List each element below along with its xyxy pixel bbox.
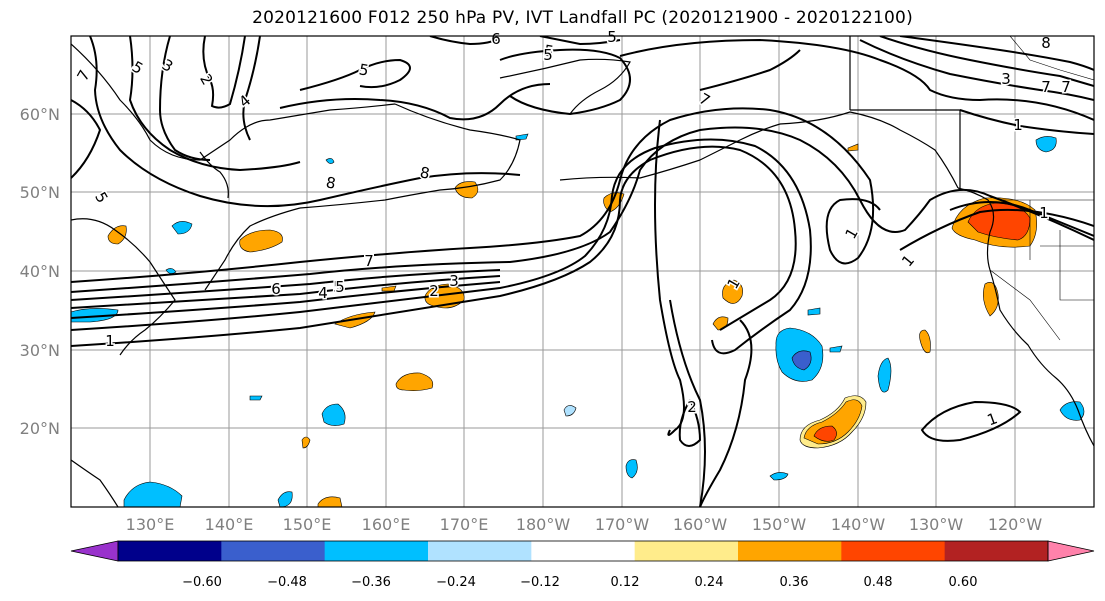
map-border bbox=[70, 35, 1095, 508]
colorbar-segment bbox=[944, 541, 1049, 561]
lon-label: 140°W bbox=[831, 515, 886, 534]
colorbar-tick-label: 0.12 bbox=[611, 575, 640, 590]
contour-label: 4 bbox=[318, 284, 328, 302]
colorbar-tick-label: 0.48 bbox=[864, 575, 893, 590]
lon-label: 150°W bbox=[752, 515, 807, 534]
colorbar-border bbox=[117, 540, 1049, 562]
lat-label: 30°N bbox=[20, 341, 60, 360]
contour-label: 6 bbox=[271, 280, 281, 298]
ivt-shading bbox=[71, 133, 1085, 507]
colorbar-tick-label: 0.36 bbox=[780, 575, 809, 590]
colorbar-tick-label: −0.60 bbox=[182, 575, 222, 590]
colorbar-tick-labels: −0.60 −0.48 −0.36 −0.24 −0.12 0.12 0.24 … bbox=[182, 575, 977, 590]
colorbar-tick-label: −0.12 bbox=[520, 575, 560, 590]
lat-label: 40°N bbox=[20, 262, 60, 281]
colorbar-segment bbox=[841, 541, 946, 561]
colorbar-tick-label: 0.24 bbox=[695, 575, 724, 590]
contour-label: 1 bbox=[105, 332, 115, 350]
contour-label: 3 bbox=[1001, 70, 1011, 88]
colorbar-segment bbox=[738, 541, 842, 561]
contour-label: 5 bbox=[333, 278, 343, 296]
longitude-labels: 130°E 140°E 150°E 160°E 170°E 180°W 170°… bbox=[126, 515, 1043, 534]
contour-label: 7 bbox=[364, 252, 374, 270]
colorbar-segment bbox=[118, 541, 222, 561]
contour-label: 7 bbox=[1061, 78, 1071, 96]
lon-label: 120°W bbox=[988, 515, 1043, 534]
lon-label: 180°W bbox=[516, 515, 571, 534]
colorbar-tick-label: 0.60 bbox=[949, 575, 978, 590]
borders bbox=[989, 36, 1094, 341]
figure-title: 2020121600 F012 250 hPa PV, IVT Landfall… bbox=[252, 8, 913, 28]
contour-label: 5 bbox=[543, 46, 553, 64]
contour-label: 3 bbox=[449, 272, 459, 290]
latitude-labels: 60°N 50°N 40°N 30°N 20°N bbox=[20, 105, 60, 438]
contour-label: 2 bbox=[429, 282, 439, 300]
contour-label: 7 bbox=[1041, 78, 1051, 96]
lon-label: 140°E bbox=[205, 515, 254, 534]
lat-label: 50°N bbox=[20, 183, 60, 202]
contour-label: 8 bbox=[1041, 34, 1051, 52]
pv-contours bbox=[71, 36, 1094, 507]
contour-label: 1 bbox=[1039, 204, 1049, 222]
colorbar-tick-label: −0.24 bbox=[436, 575, 476, 590]
colorbar-segment bbox=[221, 541, 326, 561]
contour-label: 6 bbox=[491, 30, 501, 48]
colorbar-segment bbox=[324, 541, 429, 561]
lon-label: 160°W bbox=[673, 515, 728, 534]
colorbar-segment bbox=[634, 541, 739, 561]
lon-label: 170°E bbox=[440, 515, 489, 534]
lon-label: 160°E bbox=[362, 515, 411, 534]
lon-label: 150°E bbox=[283, 515, 332, 534]
colorbar bbox=[70, 540, 1095, 562]
colorbar-tick-label: −0.48 bbox=[267, 575, 307, 590]
colorbar-extend-max bbox=[1047, 540, 1095, 562]
lat-label: 20°N bbox=[20, 419, 60, 438]
lon-label: 130°E bbox=[126, 515, 175, 534]
lon-label: 170°W bbox=[595, 515, 650, 534]
contour-label: 5 bbox=[607, 28, 617, 46]
contour-label: 2 bbox=[687, 398, 697, 416]
colorbar-segment bbox=[428, 541, 532, 561]
colorbar-extend-min bbox=[70, 540, 119, 562]
contour-label: 5 bbox=[335, 278, 345, 296]
lon-label: 130°W bbox=[909, 515, 964, 534]
contour-label: 1 bbox=[1013, 116, 1023, 134]
colorbar-segment bbox=[531, 541, 636, 561]
colorbar-tick-label: −0.36 bbox=[351, 575, 391, 590]
lat-label: 60°N bbox=[20, 105, 60, 124]
